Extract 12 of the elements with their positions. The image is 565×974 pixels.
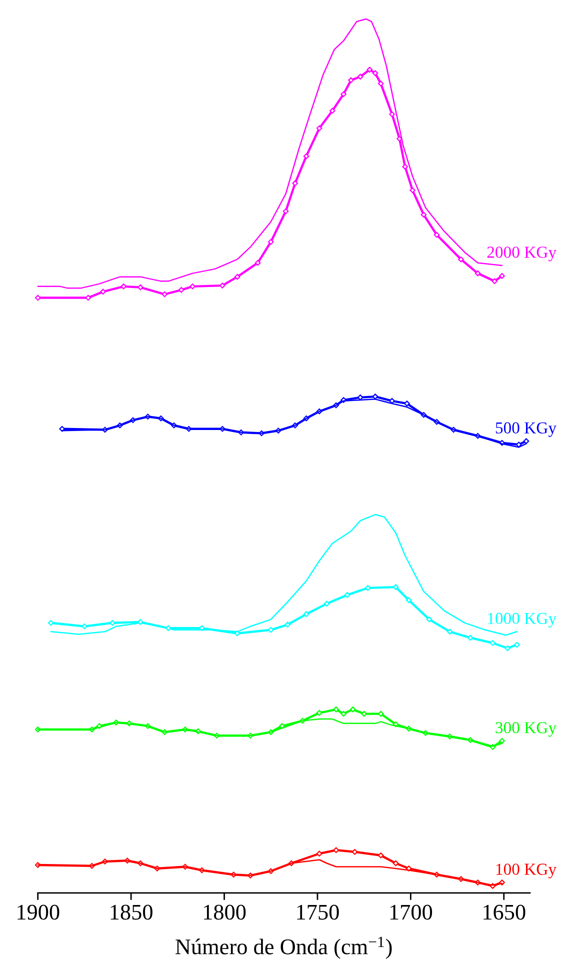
series-label: 1000 KGy (488, 612, 556, 628)
x-tick-label: 1700 (390, 904, 432, 920)
x-axis-title: Número de Onda (cm$^{−1}$) (176, 936, 392, 959)
x-tick-label: 1850 (110, 904, 152, 920)
series-label: 100 KGy (496, 864, 556, 878)
series-label: 300 KGy (496, 722, 556, 737)
series-label: 500 KGy (496, 422, 556, 437)
x-tick-label: 1800 (204, 904, 246, 920)
x-tick-label: 1650 (484, 904, 526, 920)
x-tick-label: 1750 (297, 904, 339, 920)
series-label: 2000 KGy (487, 246, 556, 262)
x-tick-label: 1900 (18, 904, 60, 920)
